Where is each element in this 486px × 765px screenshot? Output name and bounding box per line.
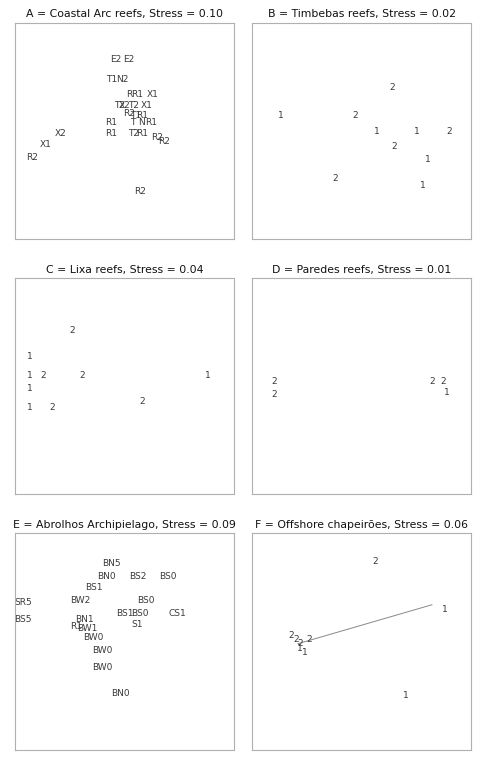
Text: T2: T2 bbox=[128, 101, 139, 109]
Text: T2: T2 bbox=[115, 101, 125, 109]
Text: S1: S1 bbox=[132, 620, 143, 629]
Text: R2: R2 bbox=[152, 133, 163, 142]
Text: SR5: SR5 bbox=[15, 598, 32, 607]
Text: 1: 1 bbox=[302, 648, 307, 657]
Text: 1: 1 bbox=[414, 126, 419, 135]
Text: 1: 1 bbox=[425, 155, 431, 164]
Text: E2: E2 bbox=[110, 55, 121, 64]
Title: D = Paredes reefs, Stress = 0.01: D = Paredes reefs, Stress = 0.01 bbox=[272, 265, 451, 275]
Text: R2: R2 bbox=[134, 187, 146, 196]
Text: 2: 2 bbox=[332, 174, 338, 183]
Text: BW1: BW1 bbox=[77, 624, 97, 633]
Text: 2: 2 bbox=[392, 142, 398, 151]
Text: BW0: BW0 bbox=[92, 646, 113, 655]
Text: 1: 1 bbox=[205, 371, 211, 380]
Text: BS0: BS0 bbox=[131, 609, 149, 618]
Text: BN5: BN5 bbox=[102, 559, 121, 568]
Text: BS5: BS5 bbox=[15, 615, 32, 624]
Text: R1: R1 bbox=[105, 129, 117, 138]
Text: 2: 2 bbox=[306, 635, 312, 644]
Text: 1: 1 bbox=[374, 126, 380, 135]
Text: E2: E2 bbox=[123, 55, 135, 64]
Text: X1: X1 bbox=[140, 101, 152, 109]
Text: R1: R1 bbox=[105, 118, 117, 127]
Text: X1: X1 bbox=[147, 90, 159, 99]
Title: F = Offshore chapeirões, Stress = 0.06: F = Offshore chapeirões, Stress = 0.06 bbox=[255, 520, 468, 530]
Text: X1: X1 bbox=[39, 139, 51, 148]
Title: B = Timbebas reefs, Stress = 0.02: B = Timbebas reefs, Stress = 0.02 bbox=[268, 9, 455, 19]
Text: 1: 1 bbox=[420, 181, 426, 190]
Text: R1: R1 bbox=[132, 90, 143, 99]
Text: CS1: CS1 bbox=[168, 609, 186, 618]
Text: T2: T2 bbox=[128, 129, 139, 138]
Text: 1: 1 bbox=[444, 389, 450, 397]
Text: R1: R1 bbox=[145, 118, 157, 127]
Text: 2: 2 bbox=[390, 83, 395, 93]
Text: T1: T1 bbox=[130, 112, 141, 120]
Text: 2: 2 bbox=[293, 635, 298, 644]
Text: BW0: BW0 bbox=[92, 663, 113, 672]
Text: N2: N2 bbox=[116, 75, 128, 83]
Text: R2: R2 bbox=[26, 152, 38, 161]
Text: R2: R2 bbox=[158, 138, 170, 146]
Text: BS1: BS1 bbox=[116, 609, 133, 618]
Text: 1: 1 bbox=[278, 112, 283, 120]
Text: 1: 1 bbox=[27, 403, 33, 412]
Text: 2: 2 bbox=[440, 377, 446, 386]
Text: BS0: BS0 bbox=[159, 572, 177, 581]
Text: 2: 2 bbox=[69, 326, 74, 334]
Text: R1: R1 bbox=[70, 622, 82, 631]
Text: BN0: BN0 bbox=[111, 689, 129, 698]
Text: T: T bbox=[131, 118, 136, 127]
Text: 2: 2 bbox=[297, 640, 303, 648]
Text: BS1: BS1 bbox=[85, 583, 103, 592]
Text: BN0: BN0 bbox=[98, 572, 116, 581]
Text: BS2: BS2 bbox=[129, 572, 146, 581]
Title: E = Abrolhos Archipielago, Stress = 0.09: E = Abrolhos Archipielago, Stress = 0.09 bbox=[13, 520, 236, 530]
Text: 2: 2 bbox=[40, 371, 46, 380]
Text: N: N bbox=[139, 118, 145, 127]
Text: T1: T1 bbox=[105, 75, 117, 83]
Text: 2: 2 bbox=[271, 377, 277, 386]
Title: C = Lixa reefs, Stress = 0.04: C = Lixa reefs, Stress = 0.04 bbox=[46, 265, 203, 275]
Text: 2: 2 bbox=[352, 112, 358, 120]
Text: X2: X2 bbox=[119, 101, 130, 109]
Text: 1: 1 bbox=[442, 604, 448, 614]
Text: BW0: BW0 bbox=[84, 633, 104, 642]
Text: BS0: BS0 bbox=[138, 596, 155, 605]
Text: 2: 2 bbox=[271, 390, 277, 399]
Text: 2: 2 bbox=[49, 403, 55, 412]
Text: 1: 1 bbox=[297, 643, 303, 653]
Text: R1: R1 bbox=[136, 112, 148, 120]
Text: 1: 1 bbox=[403, 691, 408, 700]
Text: 1: 1 bbox=[27, 352, 33, 360]
Text: BW2: BW2 bbox=[70, 596, 90, 605]
Text: BN1: BN1 bbox=[75, 615, 94, 624]
Text: 2: 2 bbox=[289, 630, 294, 640]
Text: 1: 1 bbox=[27, 371, 33, 380]
Text: 1: 1 bbox=[27, 384, 33, 393]
Title: A = Coastal Arc reefs, Stress = 0.10: A = Coastal Arc reefs, Stress = 0.10 bbox=[26, 9, 223, 19]
Text: 2: 2 bbox=[429, 377, 434, 386]
Text: R2: R2 bbox=[123, 109, 135, 119]
Text: 2: 2 bbox=[372, 557, 378, 566]
Text: X2: X2 bbox=[55, 129, 67, 138]
Text: 2: 2 bbox=[447, 126, 452, 135]
Text: R: R bbox=[126, 90, 132, 99]
Text: 2: 2 bbox=[139, 397, 145, 406]
Text: R1: R1 bbox=[136, 129, 148, 138]
Text: 2: 2 bbox=[80, 371, 86, 380]
